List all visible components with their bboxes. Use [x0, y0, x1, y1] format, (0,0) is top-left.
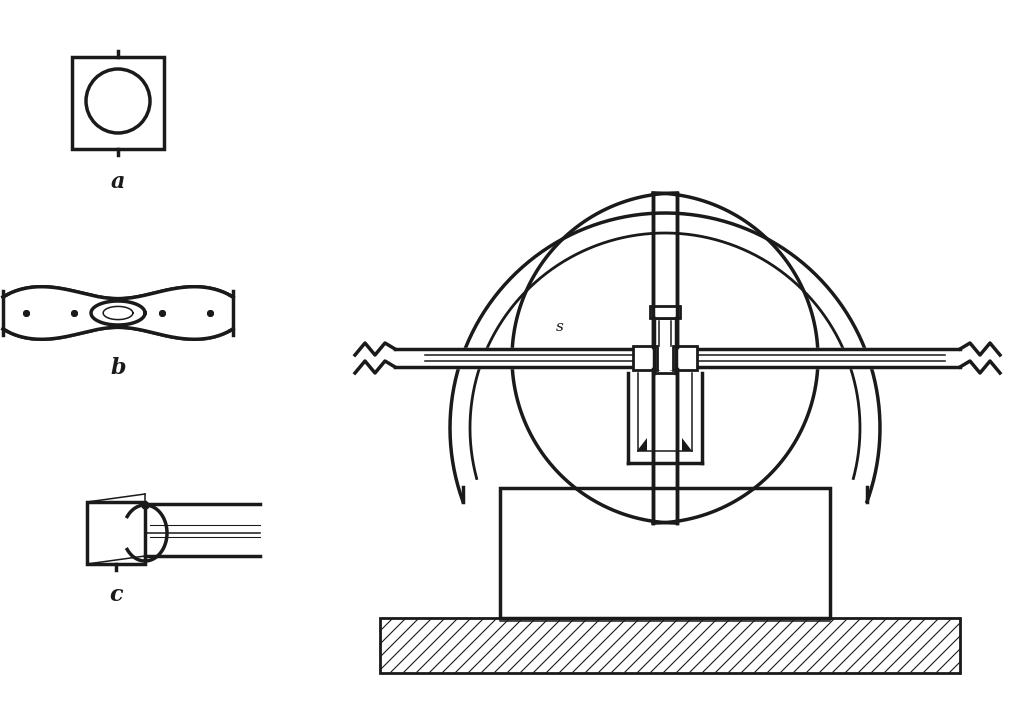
- Bar: [500, 488, 830, 618]
- Text: c: c: [110, 584, 123, 606]
- Text: a: a: [111, 171, 125, 193]
- Text: b: b: [111, 357, 126, 379]
- Bar: [87, 502, 145, 564]
- Bar: [654, 318, 676, 373]
- Polygon shape: [637, 438, 647, 451]
- Polygon shape: [682, 438, 692, 451]
- Text: s: s: [556, 320, 564, 334]
- Bar: [380, 618, 961, 673]
- Bar: [650, 306, 680, 318]
- Bar: [633, 346, 657, 370]
- Circle shape: [86, 69, 150, 133]
- Bar: [72, 57, 164, 149]
- Bar: [673, 346, 697, 370]
